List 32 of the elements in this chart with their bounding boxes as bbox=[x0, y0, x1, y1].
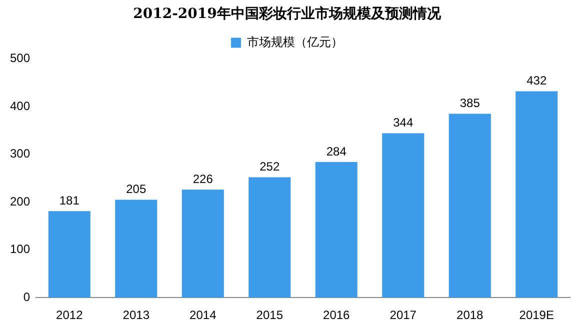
x-tick-label: 2014 bbox=[190, 308, 217, 322]
x-tick-label: 2015 bbox=[256, 308, 284, 322]
data-label: 432 bbox=[526, 74, 547, 88]
x-tick-label: 2013 bbox=[122, 308, 150, 322]
chart-title: 2012-2019年中国彩妆行业市场规模及预测情况 bbox=[133, 5, 442, 22]
data-label: 385 bbox=[460, 96, 480, 110]
bar bbox=[182, 190, 224, 298]
bar bbox=[248, 177, 291, 298]
bar bbox=[48, 211, 90, 298]
x-tick-label: 2018 bbox=[456, 308, 484, 322]
bar bbox=[448, 114, 491, 298]
x-tick-label: 2016 bbox=[323, 308, 350, 322]
y-tick-label: 200 bbox=[10, 194, 30, 208]
y-tick-label: 500 bbox=[10, 51, 30, 66]
y-tick-label: 100 bbox=[10, 242, 30, 256]
data-label: 181 bbox=[59, 193, 80, 208]
x-tick-label: 2012 bbox=[56, 308, 84, 322]
bar bbox=[115, 200, 158, 298]
data-label: 226 bbox=[192, 172, 214, 186]
y-tick-label: 0 bbox=[23, 290, 30, 304]
bar bbox=[516, 91, 558, 298]
data-label: 284 bbox=[326, 144, 347, 158]
bar bbox=[315, 162, 358, 298]
y-tick-label: 300 bbox=[10, 146, 30, 161]
legend-label: 市场规模（亿元） bbox=[247, 34, 343, 49]
x-tick-label: 2017 bbox=[390, 308, 417, 322]
y-tick-label: 400 bbox=[10, 98, 30, 113]
x-tick-label: 2019E bbox=[519, 308, 554, 322]
data-label: 252 bbox=[260, 160, 280, 174]
data-label: 205 bbox=[126, 182, 146, 196]
data-label: 344 bbox=[393, 116, 414, 130]
bar bbox=[382, 133, 424, 298]
